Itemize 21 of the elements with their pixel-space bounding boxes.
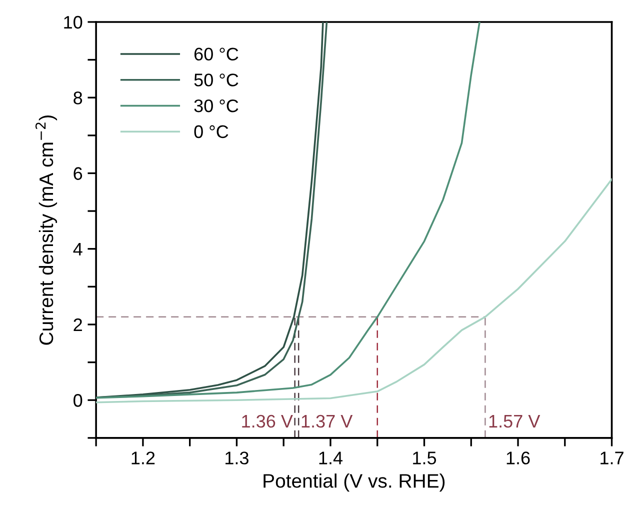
- x-tick-label: 1.7: [600, 452, 624, 464]
- y-tick-label: 2: [74, 318, 82, 332]
- legend-label: 50 °C: [194, 74, 238, 86]
- x-tick-label: 1.5: [413, 452, 436, 464]
- y-tick-label: 4: [73, 242, 82, 256]
- y-tick-label: 10: [64, 16, 82, 29]
- y-tick-label: 0: [74, 394, 82, 407]
- x-axis-title: Potential (V vs. RHE): [264, 474, 445, 492]
- legend-label: 0 °C: [194, 125, 228, 138]
- y-axis-title: Current density (mA cm$^{−2}$): [35, 115, 58, 345]
- legend-label: 60 °C: [194, 48, 238, 61]
- annotation: 1.37 V: [302, 414, 353, 428]
- annotation: 1.36 V: [242, 414, 293, 428]
- legend-label: 30 °C: [194, 99, 238, 112]
- x-tick-label: 1.2: [132, 452, 155, 464]
- y-tick-label: 6: [74, 167, 82, 180]
- y-tick-label: 8: [74, 92, 82, 104]
- x-tick-label: 1.3: [226, 452, 248, 464]
- annotation: 1.57 V: [489, 415, 540, 428]
- x-tick-label: 1.6: [506, 452, 530, 464]
- x-tick-label: 1.4: [319, 452, 342, 464]
